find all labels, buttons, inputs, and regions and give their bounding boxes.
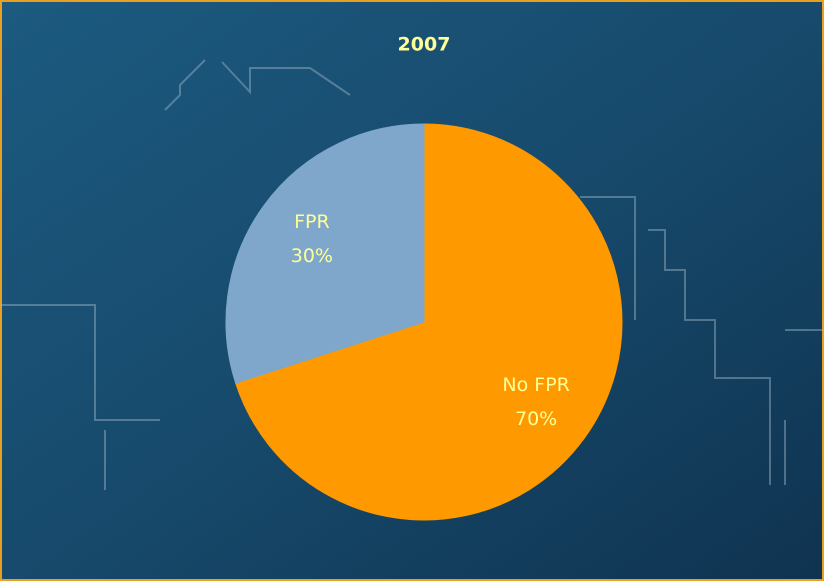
pie-slice (235, 123, 623, 521)
slice-category-label: No FPR (502, 374, 569, 396)
skyline-decoration (0, 59, 824, 490)
chart-title: 2007 (398, 34, 451, 56)
pie-slice (225, 123, 425, 384)
slice-value-label: 70% (515, 408, 557, 430)
slice-value-label: 30% (291, 245, 333, 267)
slice-category-label: FPR (294, 211, 330, 233)
